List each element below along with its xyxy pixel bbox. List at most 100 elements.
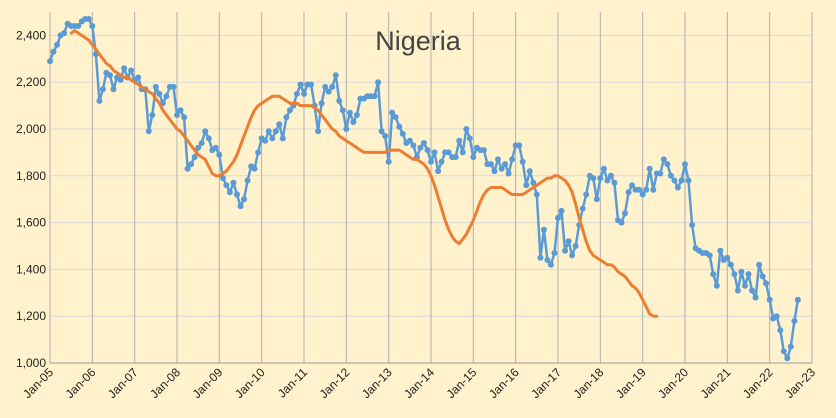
data-point — [456, 137, 463, 144]
data-point — [706, 252, 713, 259]
data-point — [509, 156, 516, 163]
data-point — [766, 296, 773, 303]
data-point — [50, 48, 57, 55]
data-point — [787, 343, 794, 350]
data-point — [773, 313, 780, 320]
data-point — [597, 175, 604, 182]
data-point — [54, 41, 61, 48]
data-point — [435, 168, 442, 175]
data-point — [724, 254, 731, 261]
y-tick-label: 2,200 — [16, 75, 46, 89]
data-point — [650, 186, 657, 193]
data-point — [565, 238, 572, 245]
data-point — [678, 177, 685, 184]
data-point — [244, 177, 251, 184]
data-point — [339, 107, 346, 114]
data-point — [286, 107, 293, 114]
data-point — [251, 165, 258, 172]
data-point — [660, 156, 667, 163]
data-point — [551, 250, 558, 256]
data-point — [657, 170, 664, 177]
data-point — [308, 81, 315, 88]
data-point — [491, 168, 498, 175]
data-point — [530, 179, 537, 186]
y-tick-label: 2,000 — [16, 122, 46, 136]
data-point — [202, 128, 209, 135]
data-point — [128, 67, 135, 74]
data-point — [537, 254, 544, 261]
data-point — [318, 100, 325, 107]
data-point — [738, 268, 745, 275]
data-point — [110, 86, 117, 93]
data-point — [713, 282, 720, 289]
data-point — [265, 128, 272, 135]
data-point — [547, 261, 554, 268]
data-point — [241, 196, 247, 203]
data-point — [301, 90, 307, 97]
data-point — [428, 158, 434, 165]
data-point — [452, 154, 459, 161]
data-point — [555, 214, 561, 221]
data-point — [710, 271, 717, 278]
data-point — [488, 161, 494, 168]
data-point — [336, 97, 343, 104]
data-point — [526, 168, 533, 175]
data-point — [329, 83, 336, 90]
data-point — [572, 243, 579, 249]
data-point — [569, 252, 576, 259]
data-point — [639, 191, 646, 198]
data-point — [682, 161, 688, 168]
data-point — [784, 355, 791, 362]
data-point — [382, 133, 389, 139]
data-point — [255, 149, 262, 156]
data-point — [667, 172, 674, 179]
y-tick-label: 1,600 — [16, 216, 46, 230]
data-point — [389, 109, 396, 116]
data-point — [516, 142, 523, 149]
data-point — [459, 149, 466, 156]
data-point — [505, 170, 512, 177]
data-point — [794, 296, 801, 303]
data-point — [579, 205, 586, 212]
data-point — [99, 86, 106, 93]
chart-title: Nigeria — [375, 26, 462, 56]
data-point — [195, 144, 202, 151]
data-point — [674, 184, 681, 191]
data-point — [470, 154, 477, 161]
data-point — [188, 161, 195, 168]
series-1 — [69, 29, 659, 318]
data-point — [117, 76, 124, 83]
data-point — [272, 128, 279, 135]
data-point — [181, 114, 188, 121]
y-tick-label: 1,200 — [16, 309, 46, 323]
data-point — [322, 83, 329, 90]
data-point — [350, 119, 357, 125]
data-point — [174, 112, 180, 118]
data-point — [121, 65, 128, 72]
data-point — [777, 327, 784, 334]
data-point — [170, 83, 177, 90]
data-point — [533, 191, 540, 198]
data-point — [544, 257, 551, 263]
data-point — [745, 271, 752, 278]
data-point — [61, 30, 68, 37]
data-point — [269, 135, 276, 142]
data-point — [583, 191, 590, 198]
data-point — [791, 317, 798, 324]
data-point — [343, 126, 350, 132]
y-tick-label: 2,400 — [16, 28, 46, 42]
data-point — [230, 179, 237, 186]
data-point — [420, 140, 427, 146]
data-point — [332, 72, 339, 79]
data-point — [742, 282, 748, 289]
data-point — [671, 177, 678, 184]
data-point — [498, 165, 505, 172]
data-point — [607, 172, 614, 179]
data-point — [629, 182, 636, 189]
data-point — [152, 83, 159, 90]
data-point — [424, 147, 431, 154]
data-point — [378, 128, 385, 135]
data-point — [445, 149, 452, 156]
